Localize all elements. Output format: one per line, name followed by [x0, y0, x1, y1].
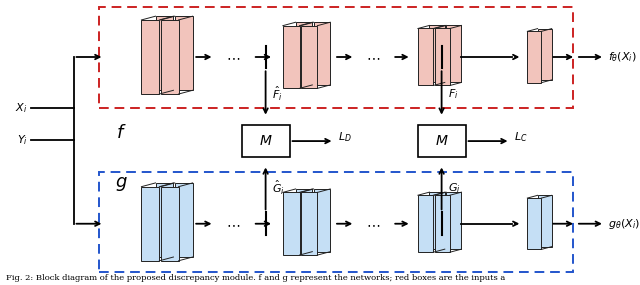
Text: $g$: $g$ — [115, 175, 128, 193]
Text: $M$: $M$ — [259, 134, 273, 148]
Bar — [446, 25, 461, 82]
Bar — [538, 195, 552, 247]
Bar — [538, 28, 552, 80]
Bar — [296, 22, 312, 85]
Text: $Y_i$: $Y_i$ — [17, 133, 28, 146]
Text: $M$: $M$ — [435, 134, 449, 148]
Bar — [314, 22, 330, 85]
Text: $F_i$: $F_i$ — [448, 87, 458, 101]
Text: $g_{\theta}(X_i)$: $g_{\theta}(X_i)$ — [608, 217, 640, 231]
Text: $X_i$: $X_i$ — [15, 101, 28, 115]
Bar — [161, 20, 179, 94]
Bar — [417, 125, 465, 157]
Text: $f_{\theta}(X_i)$: $f_{\theta}(X_i)$ — [608, 50, 637, 64]
Bar — [242, 125, 290, 157]
Bar — [418, 195, 433, 252]
Bar — [156, 183, 173, 257]
Text: $f$: $f$ — [116, 123, 127, 142]
Text: $\hat{G}_i$: $\hat{G}_i$ — [272, 179, 285, 197]
Bar — [429, 25, 445, 82]
Bar — [446, 192, 461, 249]
Bar — [283, 26, 300, 88]
Bar — [435, 28, 450, 86]
Bar — [296, 189, 312, 252]
Bar — [435, 195, 450, 252]
Bar — [141, 187, 159, 261]
Bar — [301, 26, 317, 88]
Bar — [161, 187, 179, 261]
Bar — [99, 172, 573, 272]
Text: $L_C$: $L_C$ — [513, 130, 527, 144]
Text: $\cdots$: $\cdots$ — [227, 50, 241, 64]
Bar — [314, 189, 330, 252]
Text: $G_i$: $G_i$ — [448, 181, 461, 195]
Text: $\cdots$: $\cdots$ — [366, 217, 380, 231]
Bar — [429, 192, 445, 249]
Bar — [418, 28, 433, 86]
Text: Fig. 2: Block diagram of the proposed discrepancy module. f and g represent the : Fig. 2: Block diagram of the proposed di… — [6, 274, 506, 282]
Bar — [527, 198, 541, 249]
Bar — [283, 192, 300, 255]
Bar — [156, 16, 173, 90]
Text: $\cdots$: $\cdots$ — [366, 50, 380, 64]
Bar — [141, 20, 159, 94]
Text: $L_D$: $L_D$ — [338, 130, 351, 144]
Bar — [99, 7, 573, 108]
Bar — [527, 31, 541, 83]
Text: $\cdots$: $\cdots$ — [227, 217, 241, 231]
Bar — [175, 183, 193, 257]
Bar — [301, 192, 317, 255]
Bar — [175, 16, 193, 90]
Text: $\hat{F}_i$: $\hat{F}_i$ — [272, 85, 283, 103]
